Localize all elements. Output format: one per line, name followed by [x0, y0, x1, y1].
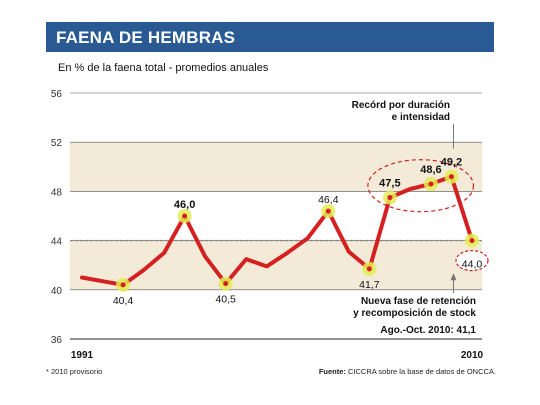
annotation-retention-line1: Nueva fase de retención: [361, 296, 476, 307]
data-point-dot: [223, 281, 229, 287]
background-band: [70, 240, 482, 290]
data-label: 44,0: [462, 259, 483, 271]
annotation-record-line1: Recórd por duración: [352, 100, 450, 111]
data-point-dot: [325, 208, 331, 214]
source-label: Fuente:: [318, 367, 346, 376]
chart-subtitle: En % de la faena total - promedios anual…: [58, 62, 269, 74]
data-label: 48,6: [420, 164, 441, 176]
retention-arrowhead: [450, 273, 457, 281]
background-band: [70, 142, 482, 192]
series-line: [80, 174, 474, 287]
source-note: Fuente: CICCRA sobre la base de datos de…: [319, 367, 496, 376]
footnote: * 2010 provisorio: [46, 367, 103, 376]
source-text: CICCRA sobre la base de datos de ONCCA.: [345, 367, 496, 376]
data-point-dot: [366, 266, 372, 272]
annotation-ago-oct: Ago.-Oct. 2010: 41,1: [380, 325, 476, 336]
data-label: 46,0: [174, 199, 195, 211]
annotation-record-line2: e intensidad: [392, 112, 450, 123]
data-point-dot: [428, 181, 434, 187]
data-label: 40,5: [215, 294, 236, 306]
y-tick-label: 52: [51, 138, 63, 149]
data-point-dot: [448, 174, 454, 180]
y-tick-label: 44: [51, 237, 63, 248]
annotation-retention-line2: y recomposición de stock: [353, 308, 476, 319]
data-label: 40,4: [113, 295, 134, 307]
record-highlight-ellipse: [367, 159, 475, 213]
y-tick-label: 36: [51, 335, 63, 346]
chart-title: FAENA DE HEMBRAS: [56, 28, 236, 47]
data-point-dot: [120, 282, 126, 288]
data-label: 47,5: [379, 178, 400, 190]
y-tick-label: 56: [51, 89, 63, 100]
chart-header: FAENA DE HEMBRAS: [46, 22, 494, 52]
latest-value-ellipse: [455, 250, 489, 272]
x-tick-label: 2010: [461, 350, 484, 361]
data-label: 41,7: [359, 279, 380, 291]
data-label: 49,2: [441, 157, 462, 169]
y-tick-label: 40: [51, 286, 63, 297]
data-point-dot: [469, 238, 475, 244]
x-tick-label: 1991: [71, 350, 94, 361]
y-tick-label: 48: [51, 187, 63, 198]
data-point-dot: [387, 195, 393, 201]
data-label: 46,4: [318, 194, 339, 206]
data-point-dot: [182, 213, 188, 219]
